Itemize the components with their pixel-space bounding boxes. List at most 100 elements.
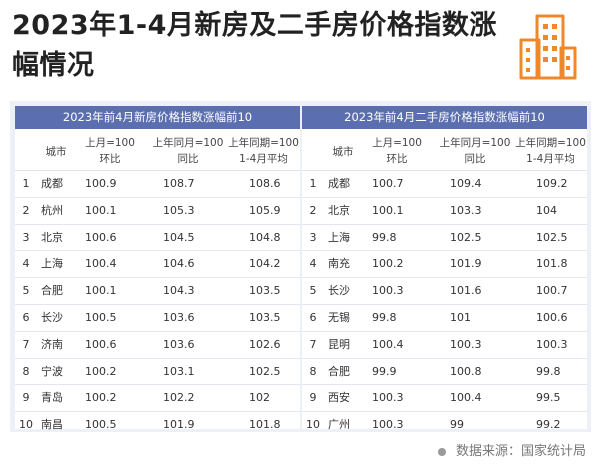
cell-city: 宁波 (41, 364, 63, 378)
cell-v1: 100.1 (372, 203, 404, 217)
table-row: 6 无锡 99.8 101 100.6 (302, 305, 587, 332)
cell-v3: 102.6 (249, 337, 281, 351)
column-rank (15, 135, 37, 170)
cell-v2: 101.9 (163, 418, 195, 432)
cell-city: 上海 (328, 230, 350, 244)
cell-v1: 100.6 (85, 230, 117, 244)
column-v3-line2: 1-4月平均 (526, 153, 575, 165)
cell-v2: 102.5 (450, 230, 482, 244)
tables-panel: 2023年前4月新房价格指数涨幅前10 城市 上月=100 环比 上年同月=100 同比上… (10, 101, 591, 432)
table-row: 8 合肥 99.9 100.8 99.8 (302, 359, 587, 386)
cell-v2: 99 (450, 418, 464, 432)
cell-v2: 104.6 (163, 257, 195, 271)
table-row: 9 青岛 100.2 102.2 102 (15, 385, 300, 413)
cell-rank: 6 (22, 310, 30, 324)
column-v2: 上年同月=100 同比 (436, 135, 514, 170)
cell-v3: 100.7 (536, 284, 568, 298)
column-header-row: 城市 上月=100 环比 上年同月=100 同比 上年同期=100 1-4月平均 (302, 135, 587, 171)
cell-v2: 101.9 (450, 257, 482, 271)
column-city: 城市 (332, 146, 354, 158)
cell-v3: 102.5 (536, 230, 568, 244)
table-row: 2 北京 100.1 103.3 104 (302, 198, 587, 225)
cell-rank: 8 (309, 364, 317, 378)
table-row: 9 西安 100.3 100.4 99.5 (302, 385, 587, 413)
cell-v1: 100.3 (372, 391, 404, 405)
cell-city: 杭州 (41, 203, 63, 217)
cell-v3: 101.8 (536, 257, 568, 271)
cell-v3: 103.5 (249, 284, 281, 298)
cell-v2: 100.8 (450, 364, 482, 378)
cell-city: 济南 (41, 337, 63, 351)
cell-v3: 100.3 (536, 337, 568, 351)
cell-rank: 5 (309, 284, 317, 298)
cell-v1: 99.9 (372, 364, 397, 378)
cell-v3: 109.2 (536, 177, 568, 190)
column-v1-line1: 上月=100 (372, 137, 422, 149)
cell-city: 南昌 (41, 418, 63, 432)
cell-v1: 100.6 (85, 337, 117, 351)
cell-v1: 100.9 (85, 177, 117, 190)
cell-v2: 108.7 (163, 177, 195, 190)
cell-v3: 104.8 (249, 230, 281, 244)
column-v3-line1: 上年同期=100 (228, 137, 299, 149)
cell-rank: 10 (306, 418, 320, 432)
cell-rank: 3 (22, 230, 30, 244)
table-row: 3 北京 100.6 104.5 104.8 (15, 225, 300, 252)
cell-v3: 99.5 (536, 391, 561, 405)
table-row: 6 长沙 100.5 103.6 103.5 (15, 305, 300, 332)
second-hand-table: 2023年前4月二手房价格指数涨幅前10 城市 上月=100 环比 上年同月=100 同比… (302, 106, 587, 431)
bullet-icon (437, 447, 446, 456)
column-v3: 上年同期=100 1-4月平均 (227, 135, 300, 170)
cell-city: 青岛 (41, 391, 63, 405)
cell-v2: 104.3 (163, 284, 195, 298)
cell-v1: 100.1 (85, 203, 117, 217)
cell-rank: 4 (22, 257, 30, 271)
cell-city: 北京 (41, 230, 63, 244)
table-row: 7 济南 100.6 103.6 102.6 (15, 332, 300, 359)
cell-v1: 100.4 (85, 257, 117, 271)
cell-rank: 6 (309, 310, 317, 324)
column-city: 城市 (45, 146, 67, 158)
table-row: 1 成都 100.7 109.4 109.2 (302, 171, 587, 198)
table-row: 10 广州 100.3 99 99.2 (302, 412, 587, 438)
cell-v1: 100.2 (85, 391, 117, 405)
cell-rank: 4 (309, 257, 317, 271)
table-body: 1 成都 100.9 108.7 108.6 2 杭州 100.1 105.3 105.9 3 北京 1… (15, 171, 300, 438)
cell-v3: 101.8 (249, 418, 281, 432)
cell-rank: 9 (309, 391, 317, 405)
cell-v3: 103.5 (249, 310, 281, 324)
cell-v2: 100.3 (450, 337, 482, 351)
cell-v3: 108.6 (249, 177, 281, 190)
cell-rank: 5 (22, 284, 30, 298)
column-rank (302, 135, 324, 170)
cell-rank: 3 (309, 230, 317, 244)
cell-v3: 104.2 (249, 257, 281, 271)
cell-v2: 103.1 (163, 364, 195, 378)
cell-v1: 100.7 (372, 177, 404, 190)
cell-v1: 100.3 (372, 418, 404, 432)
cell-v1: 100.3 (372, 284, 404, 298)
cell-rank: 1 (309, 177, 317, 190)
cell-v1: 100.5 (85, 418, 117, 432)
cell-v3: 104 (536, 203, 557, 217)
table-row: 10 南昌 100.5 101.9 101.8 (15, 412, 300, 438)
table-row: 2 杭州 100.1 105.3 105.9 (15, 198, 300, 225)
buildings-icon (519, 14, 577, 80)
column-v3-line1: 上年同期=100 (515, 137, 586, 149)
cell-v2: 101 (450, 310, 471, 324)
table-heading: 2023年前4月新房价格指数涨幅前10 (15, 106, 300, 129)
cell-city: 合肥 (328, 364, 350, 378)
column-v3-line2: 1-4月平均 (239, 153, 288, 165)
table-heading: 2023年前4月二手房价格指数涨幅前10 (302, 106, 587, 129)
cell-rank: 7 (309, 337, 317, 351)
cell-v1: 99.8 (372, 230, 397, 244)
cell-v2: 103.6 (163, 310, 195, 324)
cell-v2: 100.4 (450, 391, 482, 405)
cell-v3: 102 (249, 391, 270, 405)
column-v2: 上年同月=100 同比 (149, 135, 227, 170)
new-house-table: 2023年前4月新房价格指数涨幅前10 城市 上月=100 环比 上年同月=100 同比上… (15, 106, 300, 431)
table-row: 1 成都 100.9 108.7 108.6 (15, 171, 300, 198)
cell-v1: 100.2 (85, 364, 117, 378)
cell-city: 合肥 (41, 284, 63, 298)
cell-city: 上海 (41, 257, 63, 271)
